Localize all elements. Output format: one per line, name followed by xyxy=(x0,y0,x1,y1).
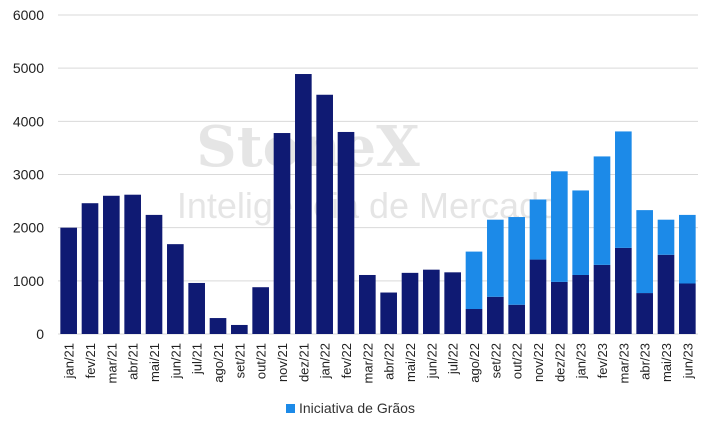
bar-segment-base xyxy=(231,324,248,334)
bar-segment-base xyxy=(615,247,632,334)
x-tick-label: jun/21 xyxy=(168,343,183,379)
x-tick-label: jun/22 xyxy=(424,343,439,379)
y-tick-label: 5000 xyxy=(13,60,44,76)
y-tick-label: 6000 xyxy=(13,7,44,23)
y-tick-label: 2000 xyxy=(13,220,44,236)
bar-segment-base xyxy=(295,74,312,334)
bar-segment-iniciativa-graos xyxy=(593,156,611,265)
bar-segment-base xyxy=(316,94,333,334)
x-tick-label: fev/23 xyxy=(595,343,610,378)
x-axis-ticks: jan/21 fev/21 mar/21 abr/21 mai/21 jun/21 jul/… xyxy=(62,343,696,383)
bar-segment-base xyxy=(508,304,525,334)
x-tick-label: mar/21 xyxy=(104,343,119,383)
x-tick-label: out/21 xyxy=(254,343,269,379)
bar-segment-base xyxy=(487,296,504,334)
bar-segment-base xyxy=(657,254,675,334)
y-tick-label: 1000 xyxy=(13,273,44,289)
bar-segment-iniciativa-graos xyxy=(551,171,568,282)
legend-swatch xyxy=(286,403,295,413)
bar-segment-base xyxy=(444,272,461,334)
bar-segment-iniciativa-graos xyxy=(615,131,632,248)
bar-segment-base xyxy=(103,195,120,334)
bar-segment-base xyxy=(167,244,184,334)
x-tick-label: ago/21 xyxy=(211,343,226,383)
x-tick-label: jan/22 xyxy=(318,343,333,379)
x-tick-label: abr/22 xyxy=(382,343,397,380)
y-tick-label: 0 xyxy=(36,326,44,342)
bars xyxy=(60,74,696,334)
x-tick-label: mai/23 xyxy=(659,343,674,382)
bar-segment-base xyxy=(380,292,397,334)
y-axis-ticks: 0 1000 2000 3000 4000 5000 6000 xyxy=(13,7,44,342)
bar-segment-base xyxy=(273,133,291,334)
bar-segment-base xyxy=(529,259,547,334)
bar-segment-iniciativa-graos xyxy=(465,251,483,310)
bar-segment-base xyxy=(679,283,696,334)
bar-segment-iniciativa-graos xyxy=(487,219,504,297)
bar-segment-base xyxy=(81,203,99,334)
x-tick-label: nov/22 xyxy=(531,343,546,382)
bar-segment-base xyxy=(124,194,141,334)
bar-segment-iniciativa-graos xyxy=(636,210,653,294)
x-tick-label: fev/22 xyxy=(339,343,354,378)
x-tick-label: mai/22 xyxy=(403,343,418,382)
x-tick-label: nov/21 xyxy=(275,343,290,382)
watermark: StoneX Inteligência de Mercado xyxy=(177,114,559,226)
bar-segment-base xyxy=(60,227,77,334)
x-tick-label: set/21 xyxy=(232,343,247,378)
x-tick-label: dez/22 xyxy=(552,343,567,382)
bar-segment-base xyxy=(551,281,568,334)
bar-segment-base xyxy=(145,214,163,334)
legend-label: Iniciativa de Grãos xyxy=(299,400,415,416)
bar-segment-iniciativa-graos xyxy=(529,199,547,260)
bar-segment-base xyxy=(209,318,227,334)
bar-segment-iniciativa-graos xyxy=(572,190,589,275)
bar-segment-base xyxy=(465,309,483,334)
bar-segment-iniciativa-graos xyxy=(679,214,696,284)
x-tick-label: set/22 xyxy=(488,343,503,378)
x-tick-label: jan/21 xyxy=(62,343,77,379)
x-tick-label: mar/22 xyxy=(360,343,375,383)
bar-segment-base xyxy=(572,274,589,334)
x-tick-label: ago/22 xyxy=(467,343,482,383)
x-tick-label: fev/21 xyxy=(83,343,98,378)
x-tick-label: mai/21 xyxy=(147,343,162,382)
bar-segment-base xyxy=(593,264,611,334)
y-tick-label: 3000 xyxy=(13,167,44,183)
watermark-subtitle-text: Inteligência de Mercado xyxy=(177,185,559,226)
x-tick-label: abr/23 xyxy=(638,343,653,380)
x-tick-label: abr/21 xyxy=(126,343,141,380)
bar-segment-base xyxy=(423,269,440,334)
bar-segment-base xyxy=(636,293,653,334)
x-tick-label: jan/23 xyxy=(574,343,589,379)
legend: Iniciativa de Grãos xyxy=(286,400,415,416)
y-tick-label: 4000 xyxy=(13,113,44,129)
bar-segment-iniciativa-graos xyxy=(508,217,525,305)
grid-lines xyxy=(58,14,698,335)
bar-segment-base xyxy=(401,272,419,334)
bar-segment-base xyxy=(188,282,205,334)
x-tick-label: out/22 xyxy=(510,343,525,379)
x-tick-label: jul/22 xyxy=(446,343,461,375)
x-tick-label: mar/23 xyxy=(616,343,631,383)
bar-segment-base xyxy=(359,274,376,334)
bar-segment-base xyxy=(337,131,355,334)
x-tick-label: jun/23 xyxy=(680,343,695,379)
bar-segment-iniciativa-graos xyxy=(657,219,675,255)
x-tick-label: jul/21 xyxy=(190,343,205,375)
x-tick-label: dez/21 xyxy=(296,343,311,382)
bar-segment-base xyxy=(252,287,269,334)
